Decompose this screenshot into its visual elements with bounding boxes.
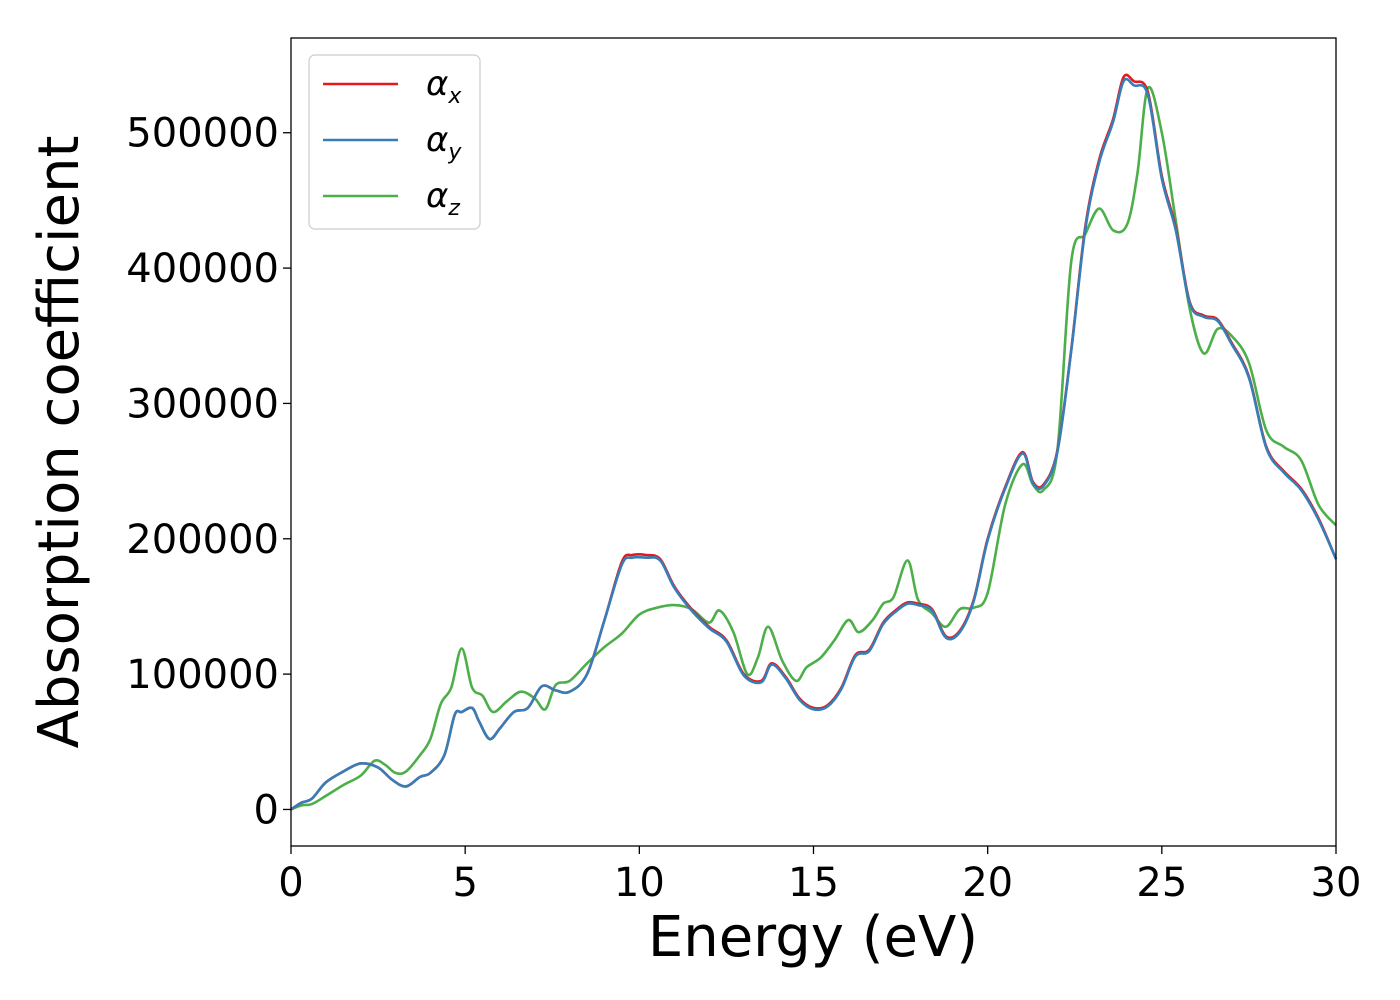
series-line-alpha-y	[290, 77, 1338, 811]
series-line-alpha-z	[290, 85, 1337, 811]
x-axis-title: Energy (eV)	[648, 905, 978, 970]
legend-label-x: αx	[426, 64, 462, 109]
y-tick-label: 0	[254, 787, 279, 833]
legend: αx αy αz	[308, 54, 481, 230]
x-axis: 0 5 10 15 20 25 30	[278, 846, 1361, 906]
x-tick-label: 15	[788, 860, 839, 906]
x-tick-label: 25	[1136, 860, 1187, 906]
x-tick-label: 10	[614, 860, 665, 906]
y-tick-label: 300000	[126, 381, 279, 427]
y-axis-title: Absorption coefficient	[27, 136, 92, 749]
y-tick-label: 200000	[126, 517, 279, 563]
y-axis: 0 100000 200000 300000 400000 500000	[126, 111, 291, 833]
x-tick-label: 30	[1311, 860, 1362, 906]
legend-box	[308, 54, 481, 230]
x-tick-label: 20	[962, 860, 1013, 906]
legend-label-z: αz	[426, 176, 460, 221]
y-tick-label: 100000	[126, 652, 279, 698]
y-tick-label: 400000	[126, 246, 279, 292]
series-group	[290, 73, 1338, 811]
x-tick-label: 5	[452, 860, 477, 906]
legend-label-y: αy	[426, 120, 462, 165]
y-tick-label: 500000	[126, 111, 279, 157]
x-tick-label: 0	[278, 860, 303, 906]
